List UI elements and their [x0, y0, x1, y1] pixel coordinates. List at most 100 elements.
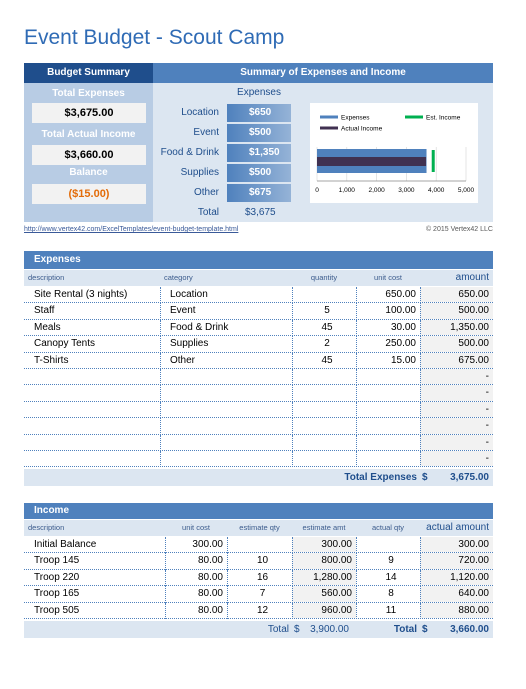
cell: Troop 505 — [34, 604, 80, 616]
cell: 300.00 — [321, 539, 352, 550]
total-text: $ — [422, 472, 428, 484]
col-line — [227, 569, 228, 587]
col-line — [420, 434, 421, 451]
col-line — [292, 553, 293, 570]
summary-amount: $500 — [227, 164, 291, 182]
col-line — [165, 586, 166, 603]
col-line — [292, 369, 293, 386]
col-line — [160, 451, 161, 468]
cell: 500.00 — [458, 338, 489, 350]
cell: 560.00 — [321, 588, 352, 600]
column-header: unit cost — [374, 273, 402, 282]
col-line — [227, 537, 228, 554]
col-line — [420, 586, 421, 603]
cell: - — [485, 403, 489, 415]
row-line — [24, 351, 493, 353]
summary-header: Budget Summary — [24, 63, 153, 83]
cell: 14 — [385, 571, 397, 583]
x-tick-label: 0 — [315, 187, 319, 194]
col-line — [165, 602, 166, 619]
shaded-cell — [420, 401, 493, 418]
cell: 650.00 — [458, 289, 489, 300]
col-line — [420, 303, 421, 320]
col-line — [356, 569, 357, 587]
cell: 675.00 — [458, 354, 489, 366]
cell: 45 — [321, 321, 333, 333]
total-text: 3,675.00 — [450, 472, 489, 484]
expenses-subheader: Expenses — [237, 87, 281, 98]
row-line — [24, 601, 493, 603]
shaded-cell — [292, 586, 356, 602]
table-header: Income — [24, 503, 493, 519]
legend-label: Expenses — [341, 114, 370, 121]
column-header: quantity — [310, 273, 338, 282]
column-header-row — [24, 520, 493, 536]
shaded-cell — [420, 569, 493, 586]
col-line — [292, 434, 293, 451]
cell: - — [485, 453, 489, 464]
cell: Troop 145 — [34, 555, 80, 567]
shaded-cell — [420, 319, 493, 336]
col-line — [356, 385, 357, 402]
col-line — [292, 303, 293, 320]
shaded-cell — [292, 537, 356, 553]
column-header: category — [164, 273, 193, 282]
row-line — [24, 302, 493, 304]
col-line — [292, 287, 293, 304]
summary-amount: $675 — [227, 184, 291, 202]
cell: 2 — [324, 338, 330, 350]
summary-right-header: Summary of Expenses and Income — [153, 63, 493, 83]
row-line — [24, 400, 493, 402]
col-line — [292, 451, 293, 468]
column-header: description — [28, 273, 65, 282]
row-line — [24, 433, 493, 435]
col-line — [356, 451, 357, 468]
row-line — [24, 466, 493, 468]
col-line — [160, 418, 161, 435]
col-line — [160, 319, 161, 337]
cell: 720.00 — [458, 555, 489, 567]
cell: 880.00 — [458, 604, 489, 616]
shaded-cell — [292, 553, 356, 569]
col-line — [356, 434, 357, 451]
link: http://www.vertex42.com/ExcelTemplates/e… — [24, 226, 239, 233]
cell: 80.00 — [197, 588, 223, 600]
cell: 12 — [256, 604, 269, 616]
shaded-cell — [420, 287, 493, 303]
shaded-cell — [420, 553, 493, 569]
total-text: 3,660.00 — [450, 624, 489, 635]
col-line — [165, 569, 166, 587]
col-line — [292, 319, 293, 337]
cell: 11 — [385, 604, 397, 616]
cell: 250.00 — [385, 338, 416, 350]
cell: 16 — [256, 571, 269, 583]
summary-label: Total Actual Income — [41, 129, 136, 140]
column-header: actual qty — [371, 523, 405, 532]
col-line — [420, 287, 421, 304]
cell: - — [485, 436, 489, 448]
col-line — [420, 537, 421, 554]
summary-value: ($15.00) — [32, 184, 146, 204]
total-text: Total — [267, 624, 289, 635]
shaded-cell — [420, 537, 493, 553]
summary-amount: $1,350 — [227, 144, 291, 162]
col-line — [292, 586, 293, 603]
cell: 1,350.00 — [450, 321, 489, 333]
cell: Site Rental (3 nights) — [34, 289, 128, 300]
col-line — [165, 537, 166, 554]
total-text: Total Expenses — [344, 472, 417, 484]
cell: 300.00 — [192, 539, 223, 550]
col-line — [292, 537, 293, 554]
shaded-cell — [420, 602, 493, 618]
cell: - — [485, 387, 489, 399]
cell: 80.00 — [197, 604, 223, 616]
col-line — [420, 553, 421, 570]
summary-total: $3,675 — [245, 207, 276, 218]
col-line — [356, 303, 357, 320]
summary-value: $3,675.00 — [32, 103, 146, 123]
col-line — [420, 369, 421, 386]
cell: Supplies — [170, 338, 209, 350]
cell: Meals — [34, 321, 61, 333]
cell: 960.00 — [321, 604, 352, 616]
